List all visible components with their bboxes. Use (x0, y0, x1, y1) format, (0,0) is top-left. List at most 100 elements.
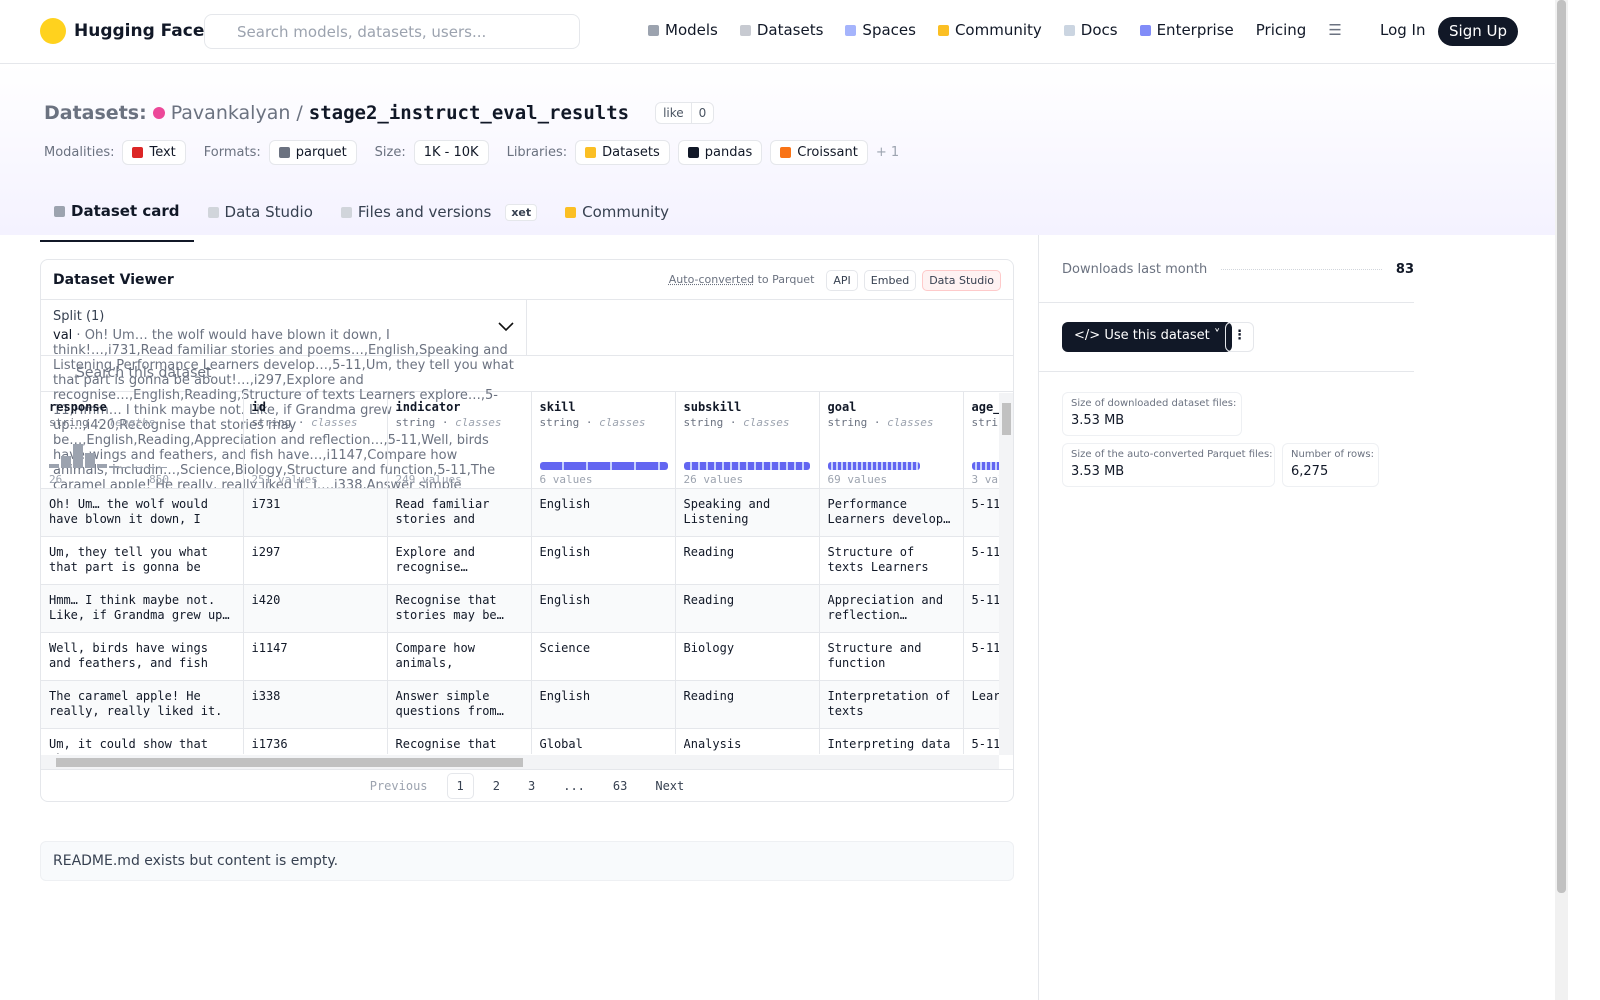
column-header[interactable]: subskill string · classes 26 values (675, 392, 820, 489)
tag-text[interactable]: Datasets (602, 145, 660, 160)
table-cell[interactable]: Oh! Um… the wolf would have blown it dow… (41, 488, 244, 537)
tab[interactable]: Dataset card (40, 199, 194, 242)
page-link[interactable]: 2 (492, 779, 500, 793)
tag[interactable]: Datasets (575, 140, 670, 165)
table-cell[interactable]: Read familiar stories and poems… (387, 488, 532, 537)
table-cell[interactable]: i731 (243, 488, 388, 537)
horizontal-scrollbar[interactable] (41, 755, 999, 769)
table-cell[interactable]: Speaking and Listening (675, 488, 820, 537)
tag-text[interactable]: pandas (704, 145, 753, 160)
table-cell[interactable]: Compare how animals, includin… (387, 632, 532, 681)
table-cell[interactable]: Answer simple questions from… (387, 680, 532, 729)
tag[interactable]: 1K - 10K (413, 140, 489, 165)
tab[interactable]: Data Studio (194, 199, 327, 242)
table-cell[interactable]: Explore and recognise… (387, 536, 532, 585)
column-header[interactable]: goal string · classes 69 values (819, 392, 964, 489)
table-row[interactable]: The caramel apple! He really, really lik… (41, 680, 1013, 729)
table-cell[interactable]: Global (531, 728, 676, 754)
table-cell[interactable]: Reading (675, 680, 820, 729)
tag[interactable]: Text (122, 140, 186, 165)
table-cell[interactable]: Um, they tell you what that part is gonn… (41, 536, 244, 585)
table-cell[interactable]: Recognise that (387, 728, 532, 754)
tag-text[interactable]: 1K - 10K (423, 145, 479, 160)
table-cell[interactable]: Well, birds have wings and feathers, and… (41, 632, 244, 681)
converted-link[interactable]: Auto-converted (668, 273, 755, 286)
nav-link-text[interactable]: Community (954, 21, 1042, 39)
page-link[interactable]: Previous (369, 779, 428, 793)
tab-label[interactable]: Community (582, 203, 669, 221)
page-link[interactable]: 63 (612, 779, 628, 793)
nav-link-text[interactable]: Pricing (1255, 21, 1307, 39)
tab-label[interactable]: Files and versions (357, 203, 492, 221)
tab-label[interactable]: Data Studio (224, 203, 313, 221)
nav-link[interactable]: Pricing (1256, 21, 1307, 39)
tag-text[interactable]: Text (149, 145, 176, 160)
table-cell[interactable]: Reading (675, 536, 820, 585)
table-cell[interactable]: i420 (243, 584, 388, 633)
viewer-button[interactable]: API (826, 269, 858, 291)
table-cell[interactable]: English (531, 488, 676, 537)
table-cell[interactable]: i338 (243, 680, 388, 729)
nav-link[interactable]: Spaces (845, 21, 916, 39)
kind[interactable]: Datasets: (44, 102, 147, 124)
table-cell[interactable]: Um, it could show that they (41, 728, 244, 754)
viewer-button[interactable]: Data Studio (922, 269, 1001, 291)
nav-link-text[interactable]: Docs (1080, 21, 1118, 39)
table-row[interactable]: Um, it could show that they i1736 Recognis… (41, 728, 1013, 754)
table-cell[interactable]: The caramel apple! He really, really lik… (41, 680, 244, 729)
table-cell[interactable]: English (531, 680, 676, 729)
tag[interactable]: parquet (268, 140, 357, 165)
tag[interactable]: pandas (677, 140, 763, 165)
table-cell[interactable]: English (531, 584, 676, 633)
table-cell[interactable]: Reading (675, 584, 820, 633)
page-link[interactable]: ... (563, 779, 585, 793)
tab-label[interactable]: Dataset card (71, 202, 180, 220)
table-row[interactable]: Hmm… I think maybe not. Like, if Grandma… (41, 584, 1013, 633)
signup[interactable]: Sign Up (1438, 17, 1518, 46)
nav-link-text[interactable]: Models (665, 21, 718, 39)
split-select[interactable]: Split (1) val · Oh! Um… the wolf would h… (41, 300, 527, 538)
table-cell[interactable]: English (531, 536, 676, 585)
use-label[interactable]: Use this dataset (1104, 328, 1210, 343)
page-link[interactable]: Next (655, 779, 685, 793)
table-cell[interactable]: Interpretation of texts (819, 680, 964, 729)
tag-text[interactable]: parquet (295, 145, 347, 160)
more-menu[interactable]: ⋮ (1225, 322, 1254, 352)
table-cell[interactable]: Recognise that stories may be… (387, 584, 532, 633)
table-cell[interactable]: Biology (675, 632, 820, 681)
viewer-search[interactable]: Search this dataset (41, 356, 1013, 392)
table-cell[interactable]: i1736 (243, 728, 388, 754)
tag[interactable]: Croissant (770, 140, 868, 165)
like-button[interactable]: like 0 (655, 102, 715, 124)
column-header[interactable]: id string · classes 251 values (243, 392, 388, 489)
nav-link-text[interactable]: Spaces (862, 21, 916, 39)
column-header[interactable]: skill string · classes 6 values (531, 392, 676, 489)
like-label[interactable]: like (663, 106, 684, 120)
table-cell[interactable]: Structure and function (819, 632, 964, 681)
more-tags[interactable]: + 1 (875, 145, 900, 160)
table-cell[interactable]: Science (531, 632, 676, 681)
repo-name[interactable]: stage2_instruct_eval_results (308, 102, 630, 124)
page-link[interactable]: 3 (527, 779, 536, 793)
table-row[interactable]: Well, birds have wings and feathers, and… (41, 632, 1013, 681)
tab[interactable]: Files and versions xet (327, 199, 551, 242)
column-header[interactable]: indicator string · classes 249 values (387, 392, 532, 489)
table-cell[interactable]: i297 (243, 536, 388, 585)
nav-link[interactable]: Enterprise (1139, 21, 1234, 39)
table-cell[interactable]: Performance Learners develop… (819, 488, 964, 537)
login[interactable]: Log In (1380, 21, 1426, 39)
viewer-button[interactable]: Embed (863, 269, 917, 291)
table-row[interactable]: Oh! Um… the wolf would have blown it dow… (41, 488, 1013, 537)
tab[interactable]: Community (551, 199, 683, 242)
column-header[interactable]: response string · lengths 26 850 (41, 392, 244, 489)
table-cell[interactable]: Analysis (675, 728, 820, 754)
table-cell[interactable]: Appreciation and reflection… (819, 584, 964, 633)
nav-link[interactable]: Models (648, 21, 718, 39)
nav-link-text[interactable]: Enterprise (1156, 21, 1234, 39)
menu-icon[interactable]: ☰ (1328, 21, 1342, 39)
tag-text[interactable]: Croissant (797, 145, 858, 160)
page-link[interactable]: 1 (446, 773, 474, 799)
page-scrollbar[interactable] (1555, 0, 1568, 1000)
use-dataset[interactable]: </> Use this dataset ˅ (1062, 322, 1233, 352)
brand-name[interactable]: Hugging Face (74, 21, 205, 41)
